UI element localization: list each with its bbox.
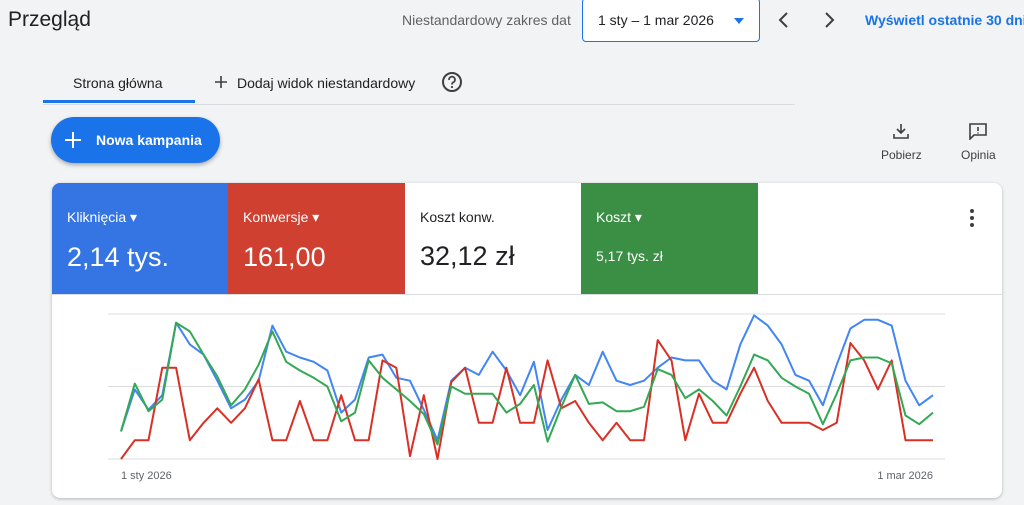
metric-tile[interactable]: Konwersje ▾ 161,00 — [228, 183, 405, 295]
download-icon[interactable] — [892, 122, 910, 140]
tab-add[interactable]: Dodaj widok niestandardowy — [237, 75, 416, 91]
x-tick-label: 1 sty 2026 — [121, 470, 172, 482]
metric-tile[interactable]: Koszt konw. 32,12 zł — [405, 183, 582, 295]
dropdown-arrow — [734, 18, 744, 24]
tab-underline — [43, 100, 195, 103]
metric-label: Koszt — [596, 209, 632, 225]
prev-button[interactable] — [776, 10, 792, 30]
series-line — [120, 321, 934, 446]
more-menu[interactable] — [968, 208, 976, 228]
x-tick-label: 1 mar 2026 — [877, 470, 933, 482]
plus-icon — [65, 132, 81, 148]
metric-tile[interactable]: Kliknięcia ▾ 2,14 tys. — [52, 183, 229, 295]
date-range: 1 sty – 1 mar 2026 — [598, 12, 714, 28]
metric-label: Koszt konw. — [420, 209, 495, 225]
metric-value: 5,17 tys. zł — [596, 248, 663, 264]
feedback-icon[interactable] — [968, 122, 988, 140]
plus-icon — [215, 76, 227, 88]
date-range-label: Niestandardowy zakres dat — [402, 12, 571, 28]
metric-label: Konwersje — [243, 209, 309, 225]
new-campaign-button[interactable]: Nowa kampania — [51, 117, 220, 163]
tile-divider — [52, 294, 1002, 295]
series-line — [120, 339, 933, 460]
next-button[interactable] — [821, 10, 837, 30]
series-line — [120, 314, 934, 442]
download-label[interactable]: Pobierz — [881, 148, 922, 162]
metric-value: 32,12 zł — [420, 241, 515, 271]
help-icon[interactable] — [441, 71, 463, 93]
metric-value: 2,14 tys. — [67, 242, 170, 272]
metric-tile[interactable]: Koszt ▾ 5,17 tys. zł — [581, 183, 758, 295]
date-range-dropdown[interactable]: 1 sty – 1 mar 2026 — [582, 0, 760, 42]
metric-label: Kliknięcia — [67, 209, 127, 225]
page-title: Przegląd — [8, 8, 91, 31]
tab-divider — [43, 104, 795, 105]
metric-value: 161,00 — [243, 242, 326, 272]
chart: 1 sty 2026 1 mar 2026 — [108, 313, 945, 482]
tab-home[interactable]: Strona główna — [73, 75, 163, 91]
new-campaign-label: Nowa kampania — [96, 132, 202, 148]
recent-link[interactable]: Wyświetl ostatnie 30 dni — [865, 12, 1024, 28]
feedback-label[interactable]: Opinia — [961, 148, 996, 162]
